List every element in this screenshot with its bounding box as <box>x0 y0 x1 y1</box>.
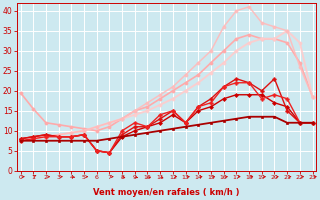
X-axis label: Vent moyen/en rafales ( km/h ): Vent moyen/en rafales ( km/h ) <box>93 188 240 197</box>
